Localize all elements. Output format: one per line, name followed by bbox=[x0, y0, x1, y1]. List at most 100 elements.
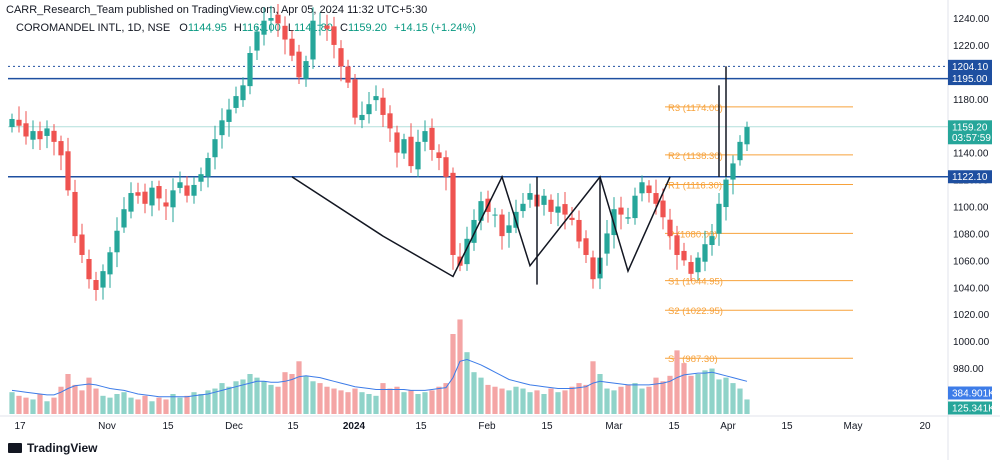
volume-bar bbox=[212, 388, 218, 414]
volume-bar bbox=[744, 399, 750, 414]
tradingview-brand[interactable]: TradingView bbox=[8, 441, 97, 455]
volume-bar bbox=[247, 374, 253, 414]
volume-bar bbox=[282, 372, 288, 414]
volume-bar bbox=[737, 388, 743, 414]
candle-body bbox=[583, 238, 589, 255]
volume-bar bbox=[373, 395, 379, 414]
volume-bar bbox=[114, 394, 120, 414]
volume-bar bbox=[569, 386, 575, 414]
volume-bar bbox=[408, 390, 414, 414]
pivot-label-p: P (1080.00) bbox=[668, 229, 717, 240]
volume-bar bbox=[345, 392, 351, 414]
volume-bar bbox=[464, 352, 470, 414]
volume-bar bbox=[611, 390, 617, 414]
candle-body bbox=[58, 141, 64, 156]
volume-bar bbox=[275, 386, 281, 414]
high-label: H bbox=[233, 22, 242, 34]
volume-bar bbox=[541, 394, 547, 414]
candle-body bbox=[268, 18, 274, 21]
candle-body bbox=[408, 136, 414, 167]
volume-bar bbox=[149, 401, 155, 414]
price-tag bbox=[948, 170, 992, 184]
tradingview-logo-icon bbox=[8, 443, 22, 453]
candle-body bbox=[618, 207, 624, 215]
candle-body bbox=[198, 174, 204, 182]
volume-bar bbox=[93, 388, 99, 414]
volume-bar bbox=[268, 384, 274, 414]
candle-body bbox=[331, 26, 337, 45]
volume-bar bbox=[709, 368, 715, 414]
y-tick-label: 1100.00 bbox=[953, 203, 989, 214]
candle-body bbox=[555, 206, 561, 213]
volume-bar bbox=[310, 381, 316, 414]
volume-tag bbox=[948, 401, 992, 415]
candle-body bbox=[737, 141, 743, 161]
publisher-line: CARR_Research_Team published on TradingV… bbox=[6, 4, 428, 16]
change-value: +14.15 (+1.24%) bbox=[393, 22, 476, 34]
y-tick-label: 980.00 bbox=[953, 364, 984, 375]
volume-bar bbox=[317, 383, 323, 414]
volume-bar bbox=[198, 394, 204, 414]
volume-bar bbox=[261, 381, 267, 414]
volume-bar bbox=[639, 388, 645, 414]
candle-body bbox=[359, 114, 365, 121]
candle-body bbox=[72, 191, 78, 237]
candle-body bbox=[240, 85, 246, 101]
y-tick-label: 1060.00 bbox=[953, 256, 990, 267]
close-value: 1159.20 bbox=[347, 22, 387, 34]
candle-body bbox=[730, 163, 736, 180]
volume-bar bbox=[240, 379, 246, 414]
candle-body bbox=[51, 130, 57, 142]
volume-bar bbox=[233, 381, 239, 414]
candle-body bbox=[632, 195, 638, 219]
candle-body bbox=[247, 53, 253, 87]
candle-body bbox=[114, 230, 120, 253]
volume-bar bbox=[513, 386, 519, 414]
open-value: 1144.95 bbox=[187, 22, 227, 34]
volume-bar bbox=[121, 392, 127, 414]
volume-bar bbox=[394, 386, 400, 414]
symbol-title: COROMANDEL INTL, 1D, NSE bbox=[16, 22, 171, 34]
candle-body bbox=[233, 96, 239, 108]
y-tick-label: 1040.00 bbox=[953, 283, 990, 294]
candle-body bbox=[548, 199, 554, 212]
pivot-label-r1: R1 (1116.30) bbox=[668, 181, 722, 192]
candle-body bbox=[415, 141, 421, 170]
volume-bar bbox=[485, 384, 491, 414]
price-tag-label: 1204.10 bbox=[952, 62, 989, 73]
volume-bar bbox=[184, 395, 190, 414]
volume-bar bbox=[163, 399, 169, 414]
x-tick-label: 15 bbox=[541, 421, 553, 432]
candle-body bbox=[681, 250, 687, 261]
volume-tag bbox=[948, 386, 992, 400]
candle-body bbox=[156, 186, 162, 199]
volume-bar bbox=[527, 392, 533, 414]
volume-bar bbox=[296, 361, 302, 414]
candle-body bbox=[310, 20, 316, 60]
volume-bar bbox=[107, 397, 113, 414]
candle-body bbox=[100, 271, 106, 288]
volume-bar bbox=[415, 394, 421, 414]
candle-body bbox=[590, 257, 596, 280]
pivot-label-r3: R3 (1174.00) bbox=[668, 103, 723, 114]
candle-body bbox=[135, 192, 141, 196]
candle-body bbox=[660, 200, 666, 218]
pivot-label-s1: S1 (1044.95) bbox=[668, 277, 723, 288]
volume-bar bbox=[695, 374, 701, 414]
volume-bar bbox=[380, 383, 386, 414]
candle-body bbox=[380, 97, 386, 115]
price-tag bbox=[948, 72, 992, 86]
pattern-line bbox=[291, 174, 671, 278]
x-tick-label: 17 bbox=[14, 421, 26, 432]
brand-name: TradingView bbox=[27, 441, 98, 455]
candle-body bbox=[443, 157, 449, 177]
volume-bar bbox=[422, 392, 428, 414]
price-tag-label: 1195.00 bbox=[952, 74, 988, 85]
pivot-label-r2: R2 (1138.30) bbox=[668, 151, 723, 162]
volume-bar bbox=[660, 381, 666, 414]
candle-body bbox=[695, 257, 701, 273]
volume-bar bbox=[37, 394, 43, 414]
volume-bar bbox=[401, 392, 407, 414]
x-tick-label: Nov bbox=[98, 421, 116, 432]
